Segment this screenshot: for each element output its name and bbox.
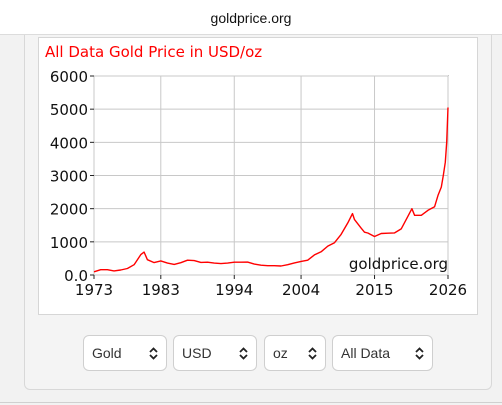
currency-select[interactable]: USD [173, 335, 257, 371]
page-divider [0, 402, 502, 403]
metal-select[interactable]: Gold [83, 335, 167, 371]
gold-price-widget: All Data Gold Price in USD/oz 6000 5000 40… [24, 35, 492, 390]
x-tick-label: 2015 [355, 281, 393, 299]
metal-select-value: Gold [92, 345, 122, 361]
x-tick-label: 1994 [215, 281, 253, 299]
series-layer [93, 107, 449, 273]
chart-watermark: goldprice.org [349, 255, 448, 273]
up-down-chevron-icon [415, 347, 424, 360]
up-down-chevron-icon [149, 347, 158, 360]
currency-select-value: USD [182, 345, 212, 361]
gold-price-chart: All Data Gold Price in USD/oz 6000 5000 40… [38, 37, 478, 315]
y-tick-label: 4000 [50, 134, 88, 152]
y-tick-label: 5000 [50, 101, 88, 119]
x-tick-label: 2004 [282, 281, 320, 299]
x-tick-label: 2026 [429, 281, 467, 299]
unit-select-value: oz [273, 345, 288, 361]
url-text[interactable]: goldprice.org [210, 10, 292, 26]
y-tick-label: 1000 [50, 234, 88, 252]
x-axis-ticks: 1973 1983 1994 2004 2015 2026 [75, 275, 467, 299]
unit-select[interactable]: oz [264, 335, 326, 371]
browser-address-bar[interactable]: goldprice.org [0, 0, 502, 35]
y-tick-label: 6000 [50, 68, 88, 86]
x-tick-label: 1983 [142, 281, 180, 299]
x-tick-label: 1973 [75, 281, 113, 299]
range-select-value: All Data [341, 345, 391, 361]
y-tick-label: 0.0 [64, 267, 88, 285]
chart-svg: All Data Gold Price in USD/oz 6000 5000 40… [45, 43, 467, 299]
chart-grid [93, 75, 449, 276]
y-axis-ticks: 6000 5000 4000 3000 2000 1000 0.0 [50, 68, 94, 285]
up-down-chevron-icon [308, 347, 317, 360]
y-tick-label: 2000 [50, 201, 88, 219]
gold-price-line [93, 107, 449, 273]
up-down-chevron-icon [239, 347, 248, 360]
y-tick-label: 3000 [50, 168, 88, 186]
range-select[interactable]: All Data [332, 335, 433, 371]
chart-title: All Data Gold Price in USD/oz [45, 43, 262, 61]
